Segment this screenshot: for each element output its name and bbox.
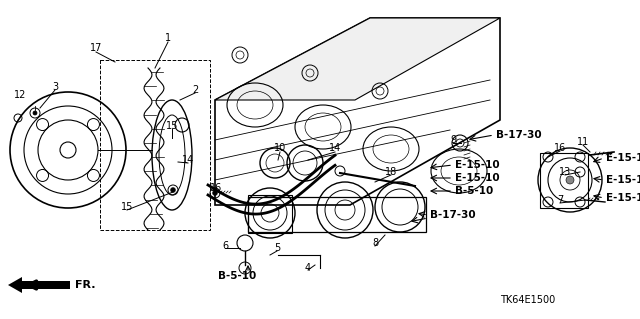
Ellipse shape (170, 188, 175, 192)
Text: 1: 1 (165, 33, 171, 43)
Text: B-17-30: B-17-30 (496, 130, 541, 140)
Text: 10: 10 (274, 143, 286, 153)
Ellipse shape (212, 190, 218, 196)
Text: 6: 6 (222, 241, 228, 251)
Text: 9: 9 (450, 135, 456, 145)
Text: 3: 3 (52, 82, 58, 92)
Ellipse shape (566, 176, 574, 184)
Text: 12: 12 (14, 90, 26, 100)
Text: E-15-10: E-15-10 (455, 173, 500, 183)
Text: 18: 18 (385, 167, 397, 177)
Text: 15: 15 (121, 202, 133, 212)
Text: TK64E1500: TK64E1500 (500, 295, 556, 305)
Text: 4: 4 (305, 263, 311, 273)
Ellipse shape (33, 111, 37, 115)
Text: 11: 11 (577, 137, 589, 147)
Text: 2: 2 (192, 85, 198, 95)
Text: E-15-10: E-15-10 (606, 193, 640, 203)
Text: 13: 13 (559, 167, 571, 177)
Text: E-15-10: E-15-10 (455, 160, 500, 170)
Text: 7: 7 (557, 195, 563, 205)
Text: 17: 17 (90, 43, 102, 53)
Text: FR.: FR. (75, 280, 95, 290)
Bar (540, 153, 588, 208)
Text: E-15-10: E-15-10 (606, 175, 640, 185)
Text: B-5-10: B-5-10 (455, 186, 493, 196)
Bar (248, 195, 292, 233)
Text: 14: 14 (329, 143, 341, 153)
FancyArrow shape (8, 277, 70, 293)
Text: 16: 16 (554, 143, 566, 153)
Text: 5: 5 (274, 243, 280, 253)
Text: 14: 14 (182, 155, 194, 165)
Text: B-5-10: B-5-10 (218, 271, 256, 281)
Text: 16: 16 (210, 183, 222, 193)
Bar (100, 60, 210, 230)
Text: E-15-10: E-15-10 (606, 153, 640, 163)
Polygon shape (215, 18, 500, 100)
Bar (248, 197, 426, 232)
Text: B-17-30: B-17-30 (430, 210, 476, 220)
Text: 15: 15 (166, 121, 178, 131)
Text: 8: 8 (372, 238, 378, 248)
